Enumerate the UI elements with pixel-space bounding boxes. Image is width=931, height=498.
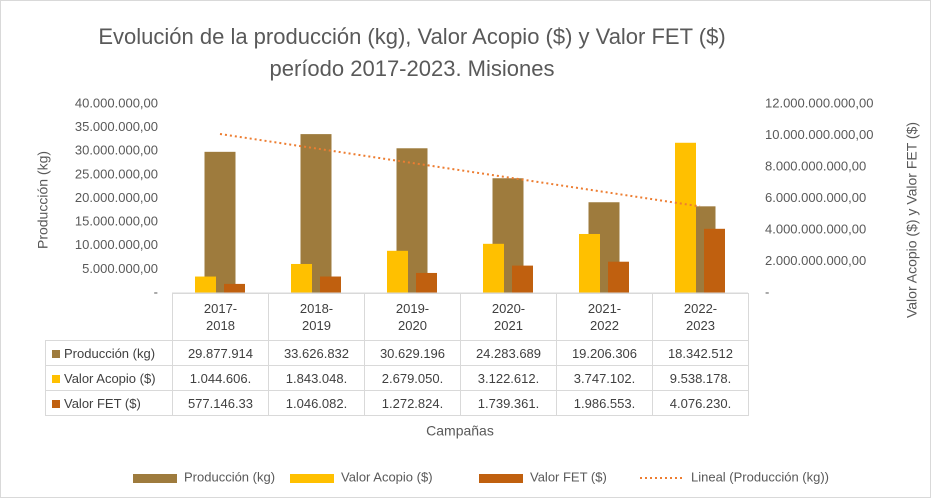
y2-tick-label: 12.000.000.000,00 [765, 95, 873, 110]
table-cell: 19.206.306 [556, 340, 653, 366]
bar [416, 272, 437, 293]
table-cell: 30.629.196 [364, 340, 461, 366]
bar [204, 151, 236, 293]
y-tick-label: 5.000.000,00 [82, 261, 158, 276]
y2-tick-label: 6.000.000.000,00 [765, 190, 866, 205]
y2-tick-label: - [765, 284, 769, 299]
bar [704, 228, 725, 293]
table-cell: 4.076.230. [652, 390, 749, 416]
y-tick-label: 40.000.000,00 [75, 95, 158, 110]
table-cell: 1.986.553. [556, 390, 653, 416]
table-cell: 1.843.048. [268, 365, 365, 391]
y2-tick-label: 8.000.000.000,00 [765, 158, 866, 173]
chart-subtitle: período 2017-2023. Misiones [270, 56, 555, 81]
blank-cell [45, 293, 173, 341]
bar [387, 250, 408, 293]
x-tick-label: 2019-2020 [364, 293, 461, 341]
y2-tick-label: 4.000.000.000,00 [765, 221, 866, 236]
header-row: 2017-2018 2018-2019 2019-2020 2020-2021 2021… [45, 293, 749, 341]
table-row: Valor Acopio ($) 1.044.606. 1.843.048. 2.67… [45, 365, 749, 391]
y-tick-label: 25.000.000,00 [75, 166, 158, 181]
data-table: 2017-2018 2018-2019 2019-2020 2020-2021 2021… [45, 293, 749, 416]
table-cell: 9.538.178. [652, 365, 749, 391]
table-row: Valor FET ($) 577.146.33 1.046.082. 1.272.8… [45, 390, 749, 416]
legend-key [52, 399, 60, 408]
legend-swatch [290, 474, 334, 483]
chart-title: Evolución de la producción (kg), Valor A… [98, 24, 725, 49]
table-cell: 2.679.050. [364, 365, 461, 391]
row-label-cell: Valor Acopio ($) [45, 365, 173, 391]
y-tick-label: 15.000.000,00 [75, 214, 158, 229]
bar [320, 276, 341, 293]
table-cell: 3.122.612. [460, 365, 557, 391]
legend-label: Valor FET ($) [530, 469, 607, 484]
table-cell: 29.877.914 [172, 340, 269, 366]
table-cell: 24.283.689 [460, 340, 557, 366]
x-tick-label: 2020-2021 [460, 293, 557, 341]
trendline [219, 132, 701, 208]
row-label: Producción (kg) [64, 345, 156, 361]
legend-label: Valor Acopio ($) [341, 469, 433, 484]
table-cell: 1.272.824. [364, 390, 461, 416]
row-label-cell: Producción (kg) [45, 340, 173, 366]
legend-label: Lineal (Producción (kg)) [691, 469, 829, 484]
legend-key [52, 374, 60, 383]
y-tick-label: 30.000.000,00 [75, 143, 158, 158]
y-axis-title: Producción (kg) [35, 151, 51, 249]
bar [224, 283, 245, 293]
row-label: Valor Acopio ($) [64, 370, 156, 386]
bar [675, 142, 696, 293]
x-tick-label: 2018-2019 [268, 293, 365, 341]
row-label-cell: Valor FET ($) [45, 390, 173, 416]
bar [483, 243, 504, 293]
bar [195, 276, 216, 293]
y2-tick-label: 2.000.000.000,00 [765, 253, 866, 268]
x-tick-label: 2022-2023 [652, 293, 749, 341]
y2-tick-label: 10.000.000.000,00 [765, 127, 873, 142]
legend-key [52, 349, 60, 358]
bar [608, 261, 629, 293]
legend-swatch [479, 474, 523, 483]
table-row: Producción (kg) 29.877.914 33.626.832 30.62… [45, 340, 749, 366]
table-cell: 1.739.361. [460, 390, 557, 416]
table-cell: 18.342.512 [652, 340, 749, 366]
table-cell: 1.046.082. [268, 390, 365, 416]
legend-swatch [133, 474, 177, 483]
bar [579, 233, 600, 293]
y-tick-label: 20.000.000,00 [75, 190, 158, 205]
bar [512, 265, 533, 293]
y-tick-label: 10.000.000,00 [75, 237, 158, 252]
x-tick-label: 2021-2022 [556, 293, 653, 341]
y-tick-label: 35.000.000,00 [75, 119, 158, 134]
table-cell: 1.044.606. [172, 365, 269, 391]
legend-label: Producción (kg) [184, 469, 275, 484]
row-label: Valor FET ($) [64, 395, 141, 411]
table-cell: 3.747.102. [556, 365, 653, 391]
y2-axis-title: Valor Acopio ($) y Valor FET ($) [904, 122, 920, 318]
y-tick-label: - [154, 284, 158, 299]
x-axis-title: Campañas [426, 423, 494, 439]
table-cell: 577.146.33 [172, 390, 269, 416]
bar [291, 263, 312, 293]
table-cell: 33.626.832 [268, 340, 365, 366]
x-tick-label: 2017-2018 [172, 293, 269, 341]
